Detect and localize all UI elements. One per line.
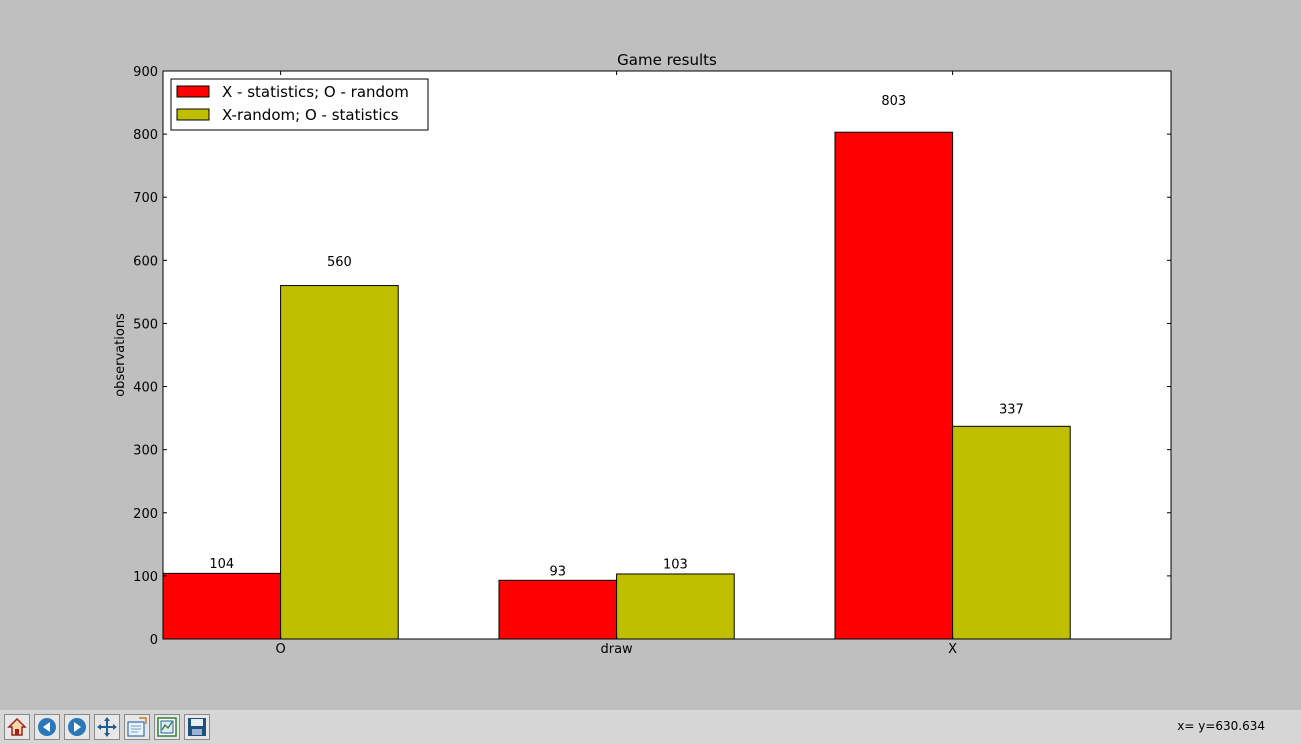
y-tick-label: 600	[133, 254, 158, 269]
move-icon	[97, 717, 117, 737]
home-icon	[7, 717, 27, 736]
x-tick-label: O	[275, 642, 285, 657]
legend-swatch-series-2	[176, 108, 210, 121]
y-tick-label: 100	[133, 570, 158, 585]
y-tick-label: 500	[133, 317, 158, 332]
y-axis-label: observations	[113, 313, 128, 397]
y-tick-label: 400	[133, 381, 158, 396]
y-tick-label: 300	[133, 444, 158, 459]
bar-draw-series-1	[498, 579, 618, 640]
bar-labels-group: 104 560 93 103 803 337	[209, 94, 1023, 579]
zoom-rect-icon	[127, 717, 147, 737]
bar-X-series-1	[834, 131, 954, 640]
forward-button[interactable]	[64, 714, 90, 740]
legend-swatch-series-1	[176, 85, 210, 98]
bar-value-label: 104	[209, 557, 234, 572]
forward-arrow-icon	[68, 718, 86, 736]
floppy-icon	[188, 718, 206, 736]
subplots-button[interactable]	[154, 714, 180, 740]
pan-button[interactable]	[94, 714, 120, 740]
bar-value-label: 560	[327, 255, 352, 270]
bar-draw-series-2	[616, 573, 735, 640]
bar-X-series-2	[952, 425, 1071, 640]
bar-value-label: 103	[663, 558, 688, 573]
cursor-coordinates: x= y=630.634	[1177, 719, 1265, 733]
x-tick-label: X	[948, 642, 957, 657]
zoom-button[interactable]	[124, 714, 150, 740]
legend-label-series-2: X-random; O - statistics	[222, 106, 399, 124]
legend-box	[170, 78, 429, 131]
y-tick-label: 700	[133, 191, 158, 206]
back-arrow-icon	[38, 718, 56, 736]
y-tick-label: 800	[133, 128, 158, 143]
x-tick-label: draw	[600, 642, 633, 657]
bars-group	[162, 131, 1071, 640]
y-tick-label: 0	[150, 633, 158, 648]
home-button[interactable]	[4, 714, 30, 740]
navigation-toolbar: x= y=630.634	[0, 710, 1301, 744]
bar-value-label: 337	[999, 403, 1024, 418]
bar-O-series-2	[280, 285, 399, 640]
y-tick-label: 900	[133, 65, 158, 80]
chart-title: Game results	[617, 51, 717, 69]
bar-O-series-1	[162, 572, 282, 640]
chart-figure: Game results 104 560 93 103 803 337 0 100 200 30…	[113, 51, 1172, 657]
subplots-icon	[157, 717, 177, 737]
bar-value-label: 803	[881, 94, 906, 109]
plot-frame	[162, 70, 1172, 640]
bar-value-label: 93	[550, 564, 567, 579]
save-button[interactable]	[184, 714, 210, 740]
y-tick-label: 200	[133, 507, 158, 522]
legend: X - statistics; O - random X-random; O -…	[170, 78, 429, 131]
y-axis: 0 100 200 300 400 500 600 700 800 900	[133, 65, 1171, 648]
back-button[interactable]	[34, 714, 60, 740]
legend-label-series-1: X - statistics; O - random	[222, 83, 409, 101]
